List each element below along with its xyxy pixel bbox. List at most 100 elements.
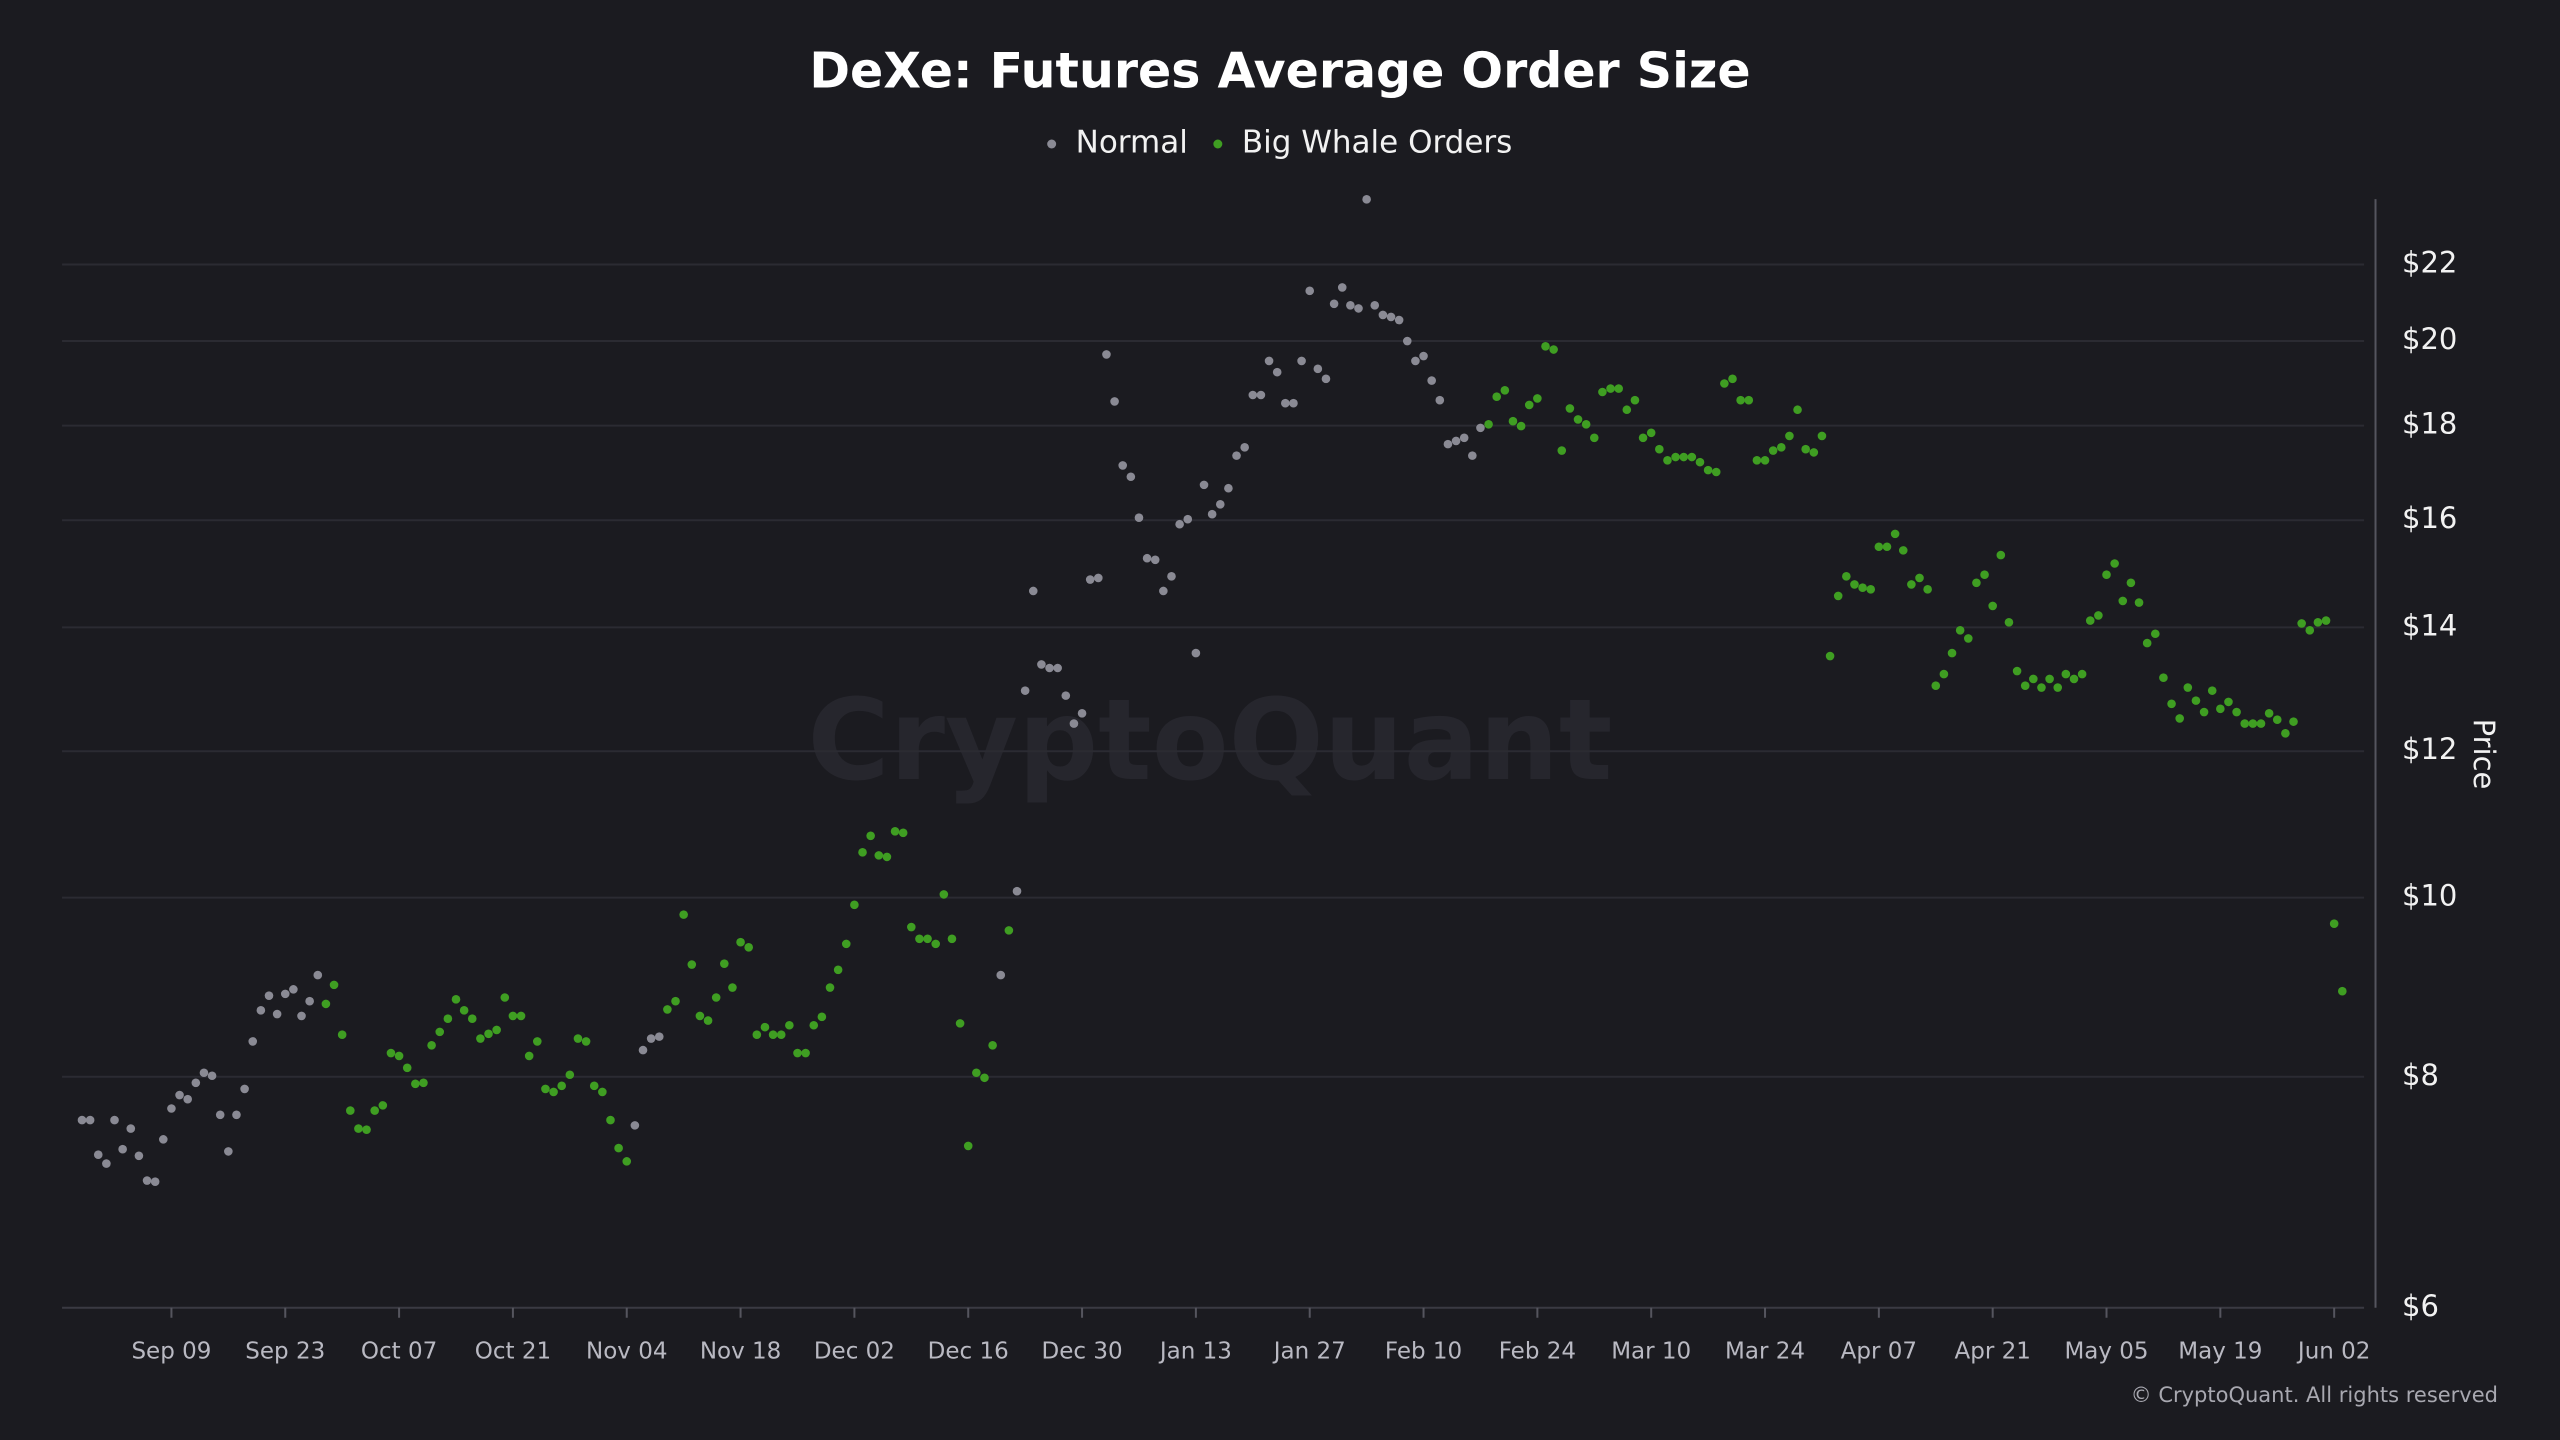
point bbox=[386, 1048, 396, 1058]
point bbox=[1801, 444, 1810, 454]
point bbox=[118, 1144, 127, 1154]
point bbox=[1191, 648, 1201, 658]
point bbox=[150, 1177, 160, 1186]
point bbox=[354, 1124, 363, 1133]
point bbox=[167, 1104, 176, 1113]
point bbox=[1362, 195, 1371, 204]
point bbox=[1866, 585, 1876, 594]
point bbox=[256, 1006, 266, 1015]
point bbox=[2069, 674, 2079, 684]
point bbox=[1264, 356, 1274, 366]
point bbox=[1094, 573, 1103, 583]
point bbox=[2134, 598, 2144, 607]
point bbox=[1646, 428, 1656, 438]
point bbox=[2264, 709, 2274, 718]
point bbox=[1199, 480, 1209, 490]
point bbox=[1752, 455, 1762, 465]
point bbox=[980, 1073, 989, 1083]
point bbox=[500, 993, 510, 1002]
x-tick-label: Feb 10 bbox=[1385, 1338, 1462, 1364]
point bbox=[1402, 336, 1412, 346]
point bbox=[1606, 384, 1615, 393]
point bbox=[890, 827, 900, 836]
legend-item: Normal bbox=[1047, 125, 1188, 161]
point bbox=[272, 1009, 282, 1019]
points bbox=[77, 195, 2347, 1186]
point bbox=[1468, 451, 1477, 460]
point bbox=[1589, 433, 1599, 443]
point bbox=[1337, 283, 1347, 292]
point bbox=[2037, 683, 2046, 692]
point bbox=[2053, 683, 2063, 692]
watermark: CryptoQuant bbox=[808, 676, 1613, 806]
point bbox=[402, 1063, 412, 1073]
point bbox=[654, 1032, 664, 1041]
x-tick-label: Mar 24 bbox=[1725, 1338, 1805, 1364]
point bbox=[703, 1016, 713, 1025]
point bbox=[2159, 673, 2168, 683]
y-tick-label: $6 bbox=[2402, 1289, 2439, 1323]
point bbox=[1549, 345, 1558, 354]
point bbox=[337, 1030, 347, 1040]
point bbox=[1256, 390, 1266, 400]
point bbox=[1118, 461, 1128, 470]
point bbox=[1069, 719, 1079, 728]
point bbox=[93, 1150, 103, 1159]
point bbox=[1524, 400, 1534, 410]
point bbox=[1224, 483, 1233, 493]
point bbox=[1760, 455, 1770, 465]
point bbox=[663, 1005, 672, 1014]
point bbox=[1980, 570, 1989, 580]
point bbox=[199, 1068, 209, 1078]
x-tick-label: Oct 21 bbox=[475, 1338, 551, 1364]
point bbox=[1126, 472, 1136, 482]
legend-label: Normal bbox=[1076, 125, 1188, 161]
point bbox=[711, 993, 721, 1002]
point bbox=[2167, 699, 2176, 709]
point bbox=[1346, 301, 1355, 310]
point bbox=[2281, 729, 2290, 738]
point bbox=[638, 1045, 648, 1055]
x-tick-label: Jan 27 bbox=[1272, 1338, 1346, 1364]
point bbox=[776, 1030, 786, 1040]
point bbox=[2313, 617, 2323, 627]
point bbox=[1541, 341, 1550, 351]
point bbox=[1882, 542, 1892, 552]
point bbox=[2199, 707, 2209, 717]
y-tick-label: $10 bbox=[2402, 879, 2457, 913]
point bbox=[1638, 433, 1648, 443]
point bbox=[224, 1147, 233, 1156]
point bbox=[2094, 611, 2103, 620]
legend-marker bbox=[1047, 139, 1057, 149]
point bbox=[467, 1014, 477, 1023]
point bbox=[963, 1141, 973, 1151]
point bbox=[1598, 387, 1607, 397]
point bbox=[2329, 919, 2339, 929]
point bbox=[801, 1048, 810, 1058]
point bbox=[394, 1051, 404, 1061]
point bbox=[1825, 651, 1835, 661]
point bbox=[1947, 648, 1957, 658]
point bbox=[1671, 452, 1680, 462]
point bbox=[289, 985, 298, 994]
point bbox=[508, 1011, 518, 1021]
point bbox=[2126, 578, 2136, 588]
point bbox=[598, 1087, 607, 1097]
point bbox=[1939, 669, 1949, 679]
point bbox=[1427, 376, 1436, 385]
point bbox=[191, 1078, 201, 1088]
point bbox=[1053, 663, 1062, 673]
x-tick-label: Apr 21 bbox=[1954, 1338, 2030, 1364]
point bbox=[1874, 542, 1884, 552]
point bbox=[240, 1084, 249, 1094]
point bbox=[589, 1081, 599, 1091]
point bbox=[280, 989, 290, 999]
point bbox=[1240, 443, 1249, 452]
x-tick-label: Nov 18 bbox=[700, 1338, 781, 1364]
point bbox=[1085, 575, 1095, 584]
point bbox=[1581, 419, 1591, 429]
point bbox=[1890, 529, 1900, 539]
point bbox=[1972, 578, 1981, 588]
point bbox=[768, 1030, 778, 1040]
y-tick-label: $14 bbox=[2402, 608, 2457, 642]
